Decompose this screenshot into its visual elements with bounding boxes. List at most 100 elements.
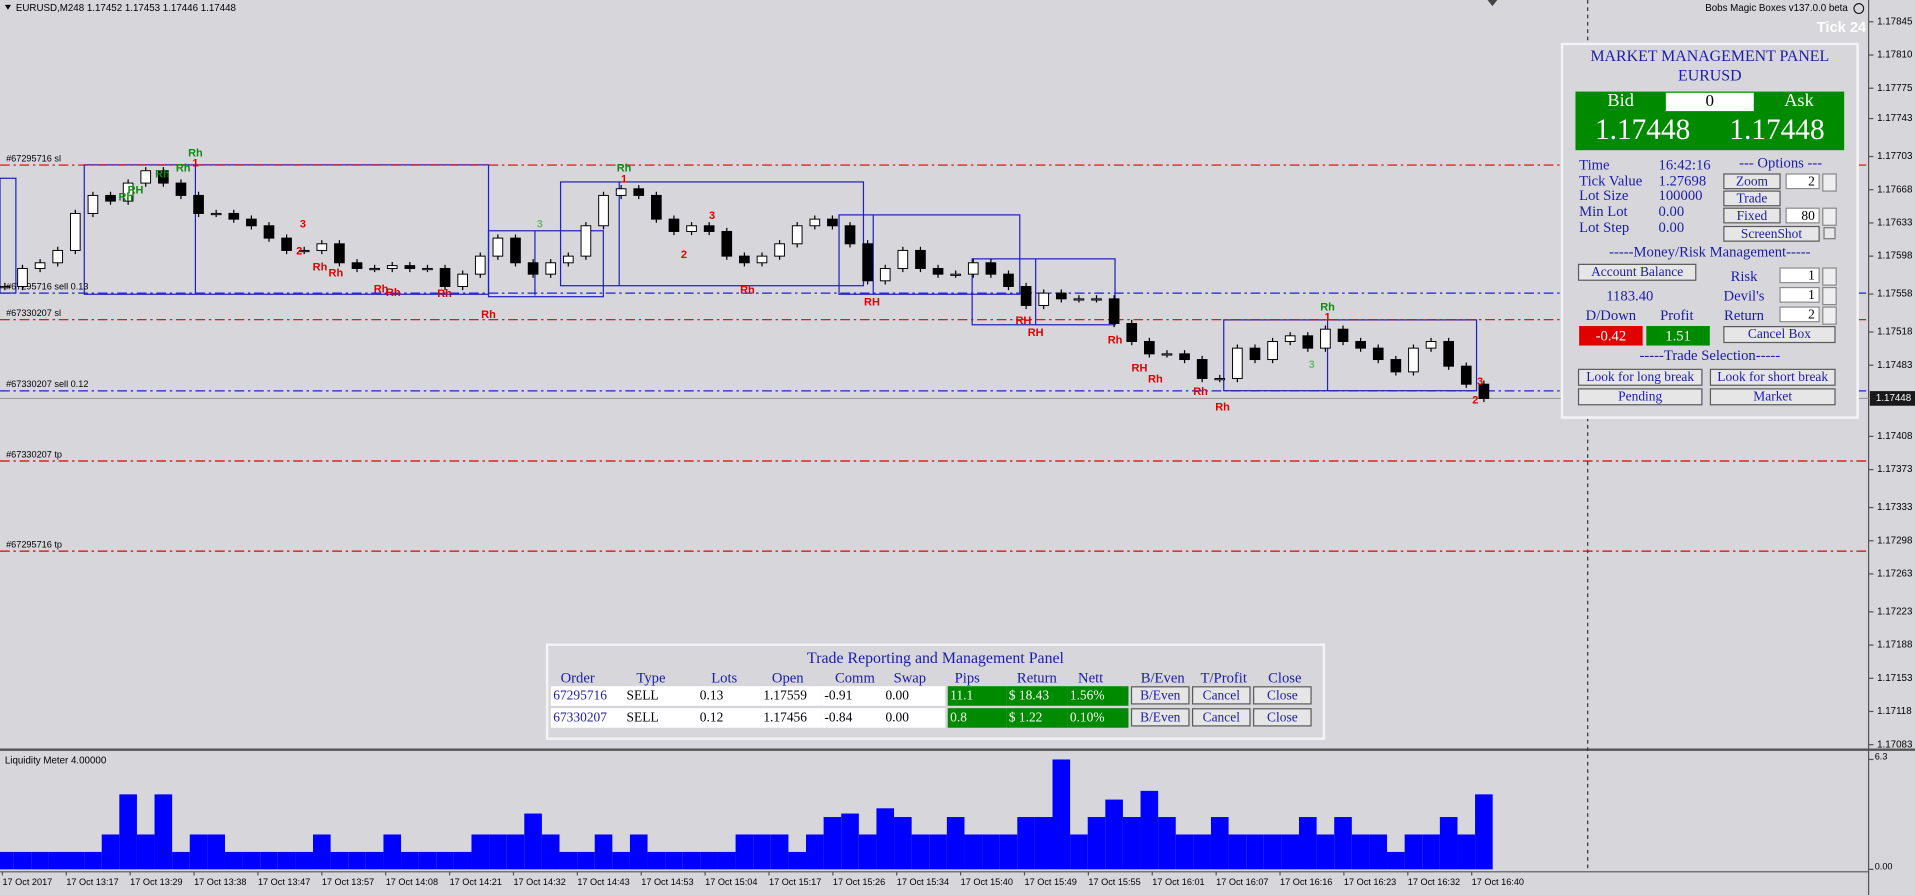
info-value: 16:42:16 xyxy=(1658,156,1711,174)
options-title: --- Options --- xyxy=(1739,153,1823,171)
y-tick-label: 1.17845 xyxy=(1877,16,1913,27)
candle xyxy=(580,225,592,257)
candle xyxy=(598,194,609,227)
screenshot-checkbox[interactable] xyxy=(1823,227,1836,240)
row-button[interactable]: Cancel xyxy=(1191,686,1251,705)
risk-input[interactable]: 1 xyxy=(1779,267,1820,284)
x-tick-label: 17 Oct 16:16 xyxy=(1280,877,1332,887)
candle xyxy=(457,273,468,287)
short-break-button[interactable]: Look for short break xyxy=(1709,368,1836,386)
liquidity-bar xyxy=(700,851,718,870)
row-button[interactable]: Cancel xyxy=(1191,708,1251,727)
trade-button[interactable]: Trade xyxy=(1723,190,1781,207)
liquidity-bar xyxy=(172,851,190,870)
candle xyxy=(1249,347,1261,361)
magic-box xyxy=(83,164,490,295)
cancel-box-button[interactable]: Cancel Box xyxy=(1723,326,1836,344)
y-tick-label: 1.17408 xyxy=(1877,431,1912,442)
liquidity-bar xyxy=(594,834,613,870)
x-tick-label: 17 Oct 15:49 xyxy=(1025,877,1077,887)
bid-label: Bid xyxy=(1607,90,1634,111)
order-label: #67295716 sell 0.13 xyxy=(6,281,88,291)
candle xyxy=(721,230,733,257)
magic-box xyxy=(971,258,1116,326)
candle xyxy=(1144,341,1155,355)
row-button[interactable]: B/Even xyxy=(1130,686,1190,705)
x-tick-label: 17 Oct 14:43 xyxy=(577,877,629,887)
trade-panel-title: Trade Reporting and Management Panel xyxy=(807,647,1064,667)
row-button[interactable]: Close xyxy=(1253,686,1312,705)
liquidity-bar xyxy=(1351,834,1370,870)
candle xyxy=(827,218,838,227)
cell: 11.1 xyxy=(947,686,1007,706)
candle xyxy=(17,267,28,287)
x-tick-label: 17 Oct 14:21 xyxy=(450,877,502,887)
liquidity-bar xyxy=(224,851,243,870)
long-break-button[interactable]: Look for long break xyxy=(1577,368,1703,386)
zoom-input[interactable]: 2 xyxy=(1785,173,1820,190)
liquidity-bar xyxy=(48,851,67,870)
symbol-line: EURUSD,M248 1.17452 1.17453 1.17446 1.17… xyxy=(16,3,236,14)
row-button[interactable]: B/Even xyxy=(1130,708,1190,727)
x-tick-label: 17 Oct 2017 xyxy=(2,877,52,887)
risk-spinner[interactable] xyxy=(1822,267,1837,286)
y-tick-label: 1.17775 xyxy=(1877,83,1913,94)
fixed-button[interactable]: Fixed xyxy=(1723,207,1781,224)
row-button[interactable]: Close xyxy=(1253,708,1312,727)
candle xyxy=(122,182,134,202)
zoom-spinner[interactable] xyxy=(1822,173,1837,192)
liquidity-bar xyxy=(1281,834,1300,870)
y-tick-label: 1.17118 xyxy=(1877,706,1912,717)
liquidity-bar xyxy=(1193,834,1211,870)
liquidity-bar xyxy=(1122,817,1141,870)
pending-button[interactable]: Pending xyxy=(1577,388,1703,406)
account-balance-button[interactable]: Account Balance xyxy=(1577,263,1697,281)
candle xyxy=(298,249,310,253)
liquidity-bar xyxy=(577,851,595,870)
candle xyxy=(703,225,715,232)
liquidity-bar xyxy=(1387,851,1405,870)
last-price-box xyxy=(1869,391,1915,406)
candle xyxy=(1020,286,1032,306)
liquidity-bar xyxy=(876,808,895,870)
liquidity-bar xyxy=(894,817,912,870)
fixed-spinner[interactable] xyxy=(1822,207,1837,226)
candle xyxy=(474,255,486,275)
candle xyxy=(879,267,891,282)
market-button[interactable]: Market xyxy=(1709,388,1836,406)
pattern-label: RH xyxy=(1016,315,1032,327)
candle xyxy=(950,273,961,276)
y-tick-label: 1.17263 xyxy=(1877,569,1912,580)
zoom-button[interactable]: Zoom xyxy=(1723,173,1781,190)
risk-input[interactable]: 2 xyxy=(1779,306,1820,323)
liquidity-bar xyxy=(13,851,32,870)
liquidity-bar xyxy=(242,851,261,870)
balance-value: 1183.40 xyxy=(1606,286,1654,304)
risk-spinner[interactable] xyxy=(1822,286,1837,306)
liquidity-bar xyxy=(841,813,859,870)
liquidity-bar xyxy=(489,834,507,870)
smiley-icon xyxy=(1853,3,1865,14)
candle xyxy=(422,267,433,271)
candle xyxy=(1320,328,1331,349)
liquidity-bar xyxy=(1105,799,1123,870)
y-tick-label: 1.17598 xyxy=(1877,251,1912,262)
liquidity-bar xyxy=(629,834,648,870)
y-tick-label: 1.17153 xyxy=(1877,673,1912,684)
risk-spinner[interactable] xyxy=(1822,306,1837,325)
profit-label: Profit xyxy=(1660,305,1694,323)
candle xyxy=(52,249,64,264)
candle xyxy=(105,194,116,202)
tick-counter: Tick 24 xyxy=(1817,20,1867,36)
liquidity-bar xyxy=(1140,790,1159,870)
liquidity-bar xyxy=(1052,759,1071,870)
liquidity-bar xyxy=(471,834,490,870)
column-header: Return xyxy=(1016,668,1057,686)
x-tick-label: 17 Oct 15:55 xyxy=(1088,877,1140,887)
liquidity-bar xyxy=(717,851,736,870)
fixed-input[interactable]: 80 xyxy=(1785,207,1820,224)
risk-input[interactable]: 1 xyxy=(1779,286,1820,303)
liquidity-bar xyxy=(1334,817,1352,870)
screenshot-button[interactable]: ScreenShot xyxy=(1723,225,1820,242)
liquidity-bar xyxy=(788,851,807,870)
